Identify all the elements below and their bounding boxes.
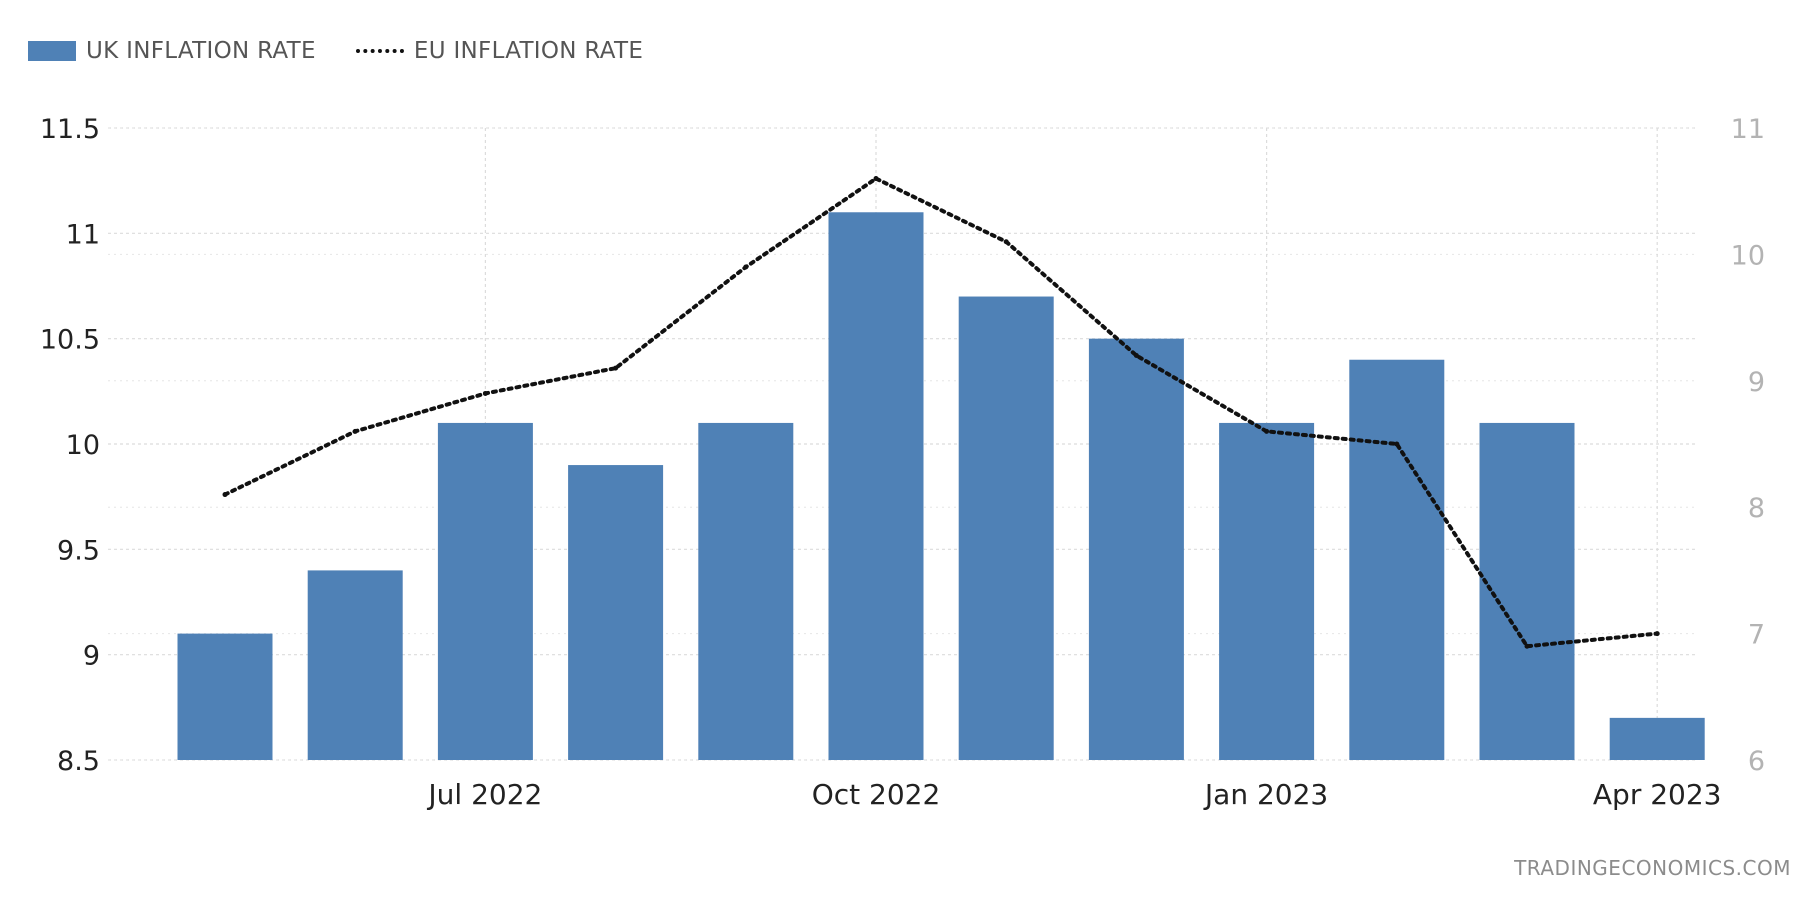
bar-5 — [828, 212, 924, 760]
bar-3 — [568, 465, 664, 760]
eu-point-7 — [1133, 353, 1139, 359]
y-right-tick-label-2: 8 — [1748, 493, 1765, 524]
legend-item-uk[interactable]: UK INFLATION RATE — [28, 38, 316, 64]
eu-point-5 — [873, 176, 879, 182]
eu-point-8 — [1264, 428, 1270, 434]
legend-label-uk: UK INFLATION RATE — [86, 38, 316, 64]
legend-swatch-eu — [355, 49, 404, 53]
y-right-tick-label-0: 6 — [1748, 746, 1765, 777]
y-left-tick-label-3: 10 — [66, 430, 100, 461]
legend: UK INFLATION RATE EU INFLATION RATE — [28, 34, 683, 68]
x-tick-label-2: Jan 2023 — [1203, 778, 1328, 811]
y-left-tick-label-6: 11.5 — [40, 114, 100, 145]
eu-point-2 — [482, 390, 488, 396]
y-right-tick-label-1: 7 — [1748, 620, 1765, 651]
x-tick-label-0: Jul 2022 — [426, 778, 542, 811]
y-left-tick-label-0: 8.5 — [57, 746, 100, 777]
bar-4 — [698, 422, 794, 760]
eu-inflation-line — [223, 176, 1660, 649]
legend-item-eu[interactable]: EU INFLATION RATE — [355, 38, 644, 64]
bar-6 — [958, 296, 1054, 760]
y-left-tick-label-2: 9.5 — [57, 535, 100, 566]
bar-7 — [1088, 338, 1184, 760]
x-tick-label-3: Apr 2023 — [1593, 778, 1722, 811]
bar-8 — [1219, 422, 1315, 760]
y-left-tick-label-5: 11 — [66, 219, 100, 250]
eu-point-11 — [1654, 631, 1660, 637]
eu-point-9 — [1394, 441, 1400, 447]
y-right-tick-label-5: 11 — [1731, 114, 1765, 145]
watermark: TRADINGECONOMICS.COM — [1514, 856, 1791, 880]
x-tick-label-1: Oct 2022 — [812, 778, 941, 811]
legend-label-eu: EU INFLATION RATE — [413, 38, 644, 64]
y-left-tick-label-4: 10.5 — [40, 325, 100, 356]
eu-point-3 — [613, 365, 619, 371]
bar-1 — [307, 570, 403, 760]
bar-9 — [1349, 359, 1445, 760]
y-right-tick-label-4: 10 — [1731, 240, 1765, 271]
bar-2 — [437, 422, 533, 760]
bar-10 — [1479, 422, 1575, 760]
y-left-tick-label-1: 9 — [83, 641, 100, 672]
bar-0 — [177, 633, 273, 760]
y-right-tick-label-3: 9 — [1748, 367, 1765, 398]
eu-point-6 — [1003, 239, 1009, 245]
eu-point-10 — [1524, 643, 1530, 649]
legend-swatch-uk — [28, 41, 76, 61]
eu-point-4 — [743, 264, 749, 270]
bar-11 — [1609, 717, 1705, 760]
eu-point-0 — [222, 492, 228, 498]
eu-point-1 — [352, 428, 358, 434]
